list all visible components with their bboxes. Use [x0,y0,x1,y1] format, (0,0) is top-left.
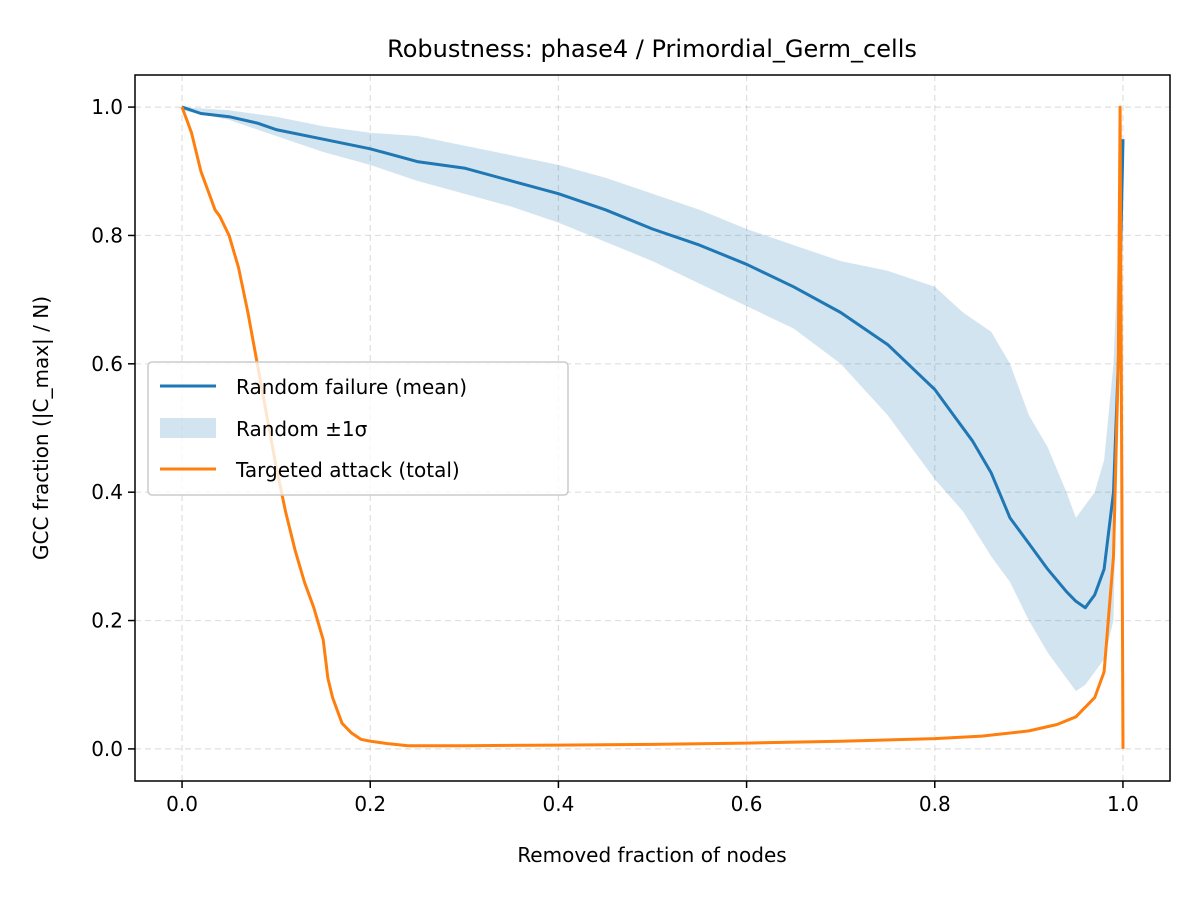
y-tick-label: 0.8 [91,223,123,247]
x-tick-label: 0.2 [354,792,386,816]
y-tick-label: 0.4 [91,480,123,504]
y-tick-label: 0.6 [91,352,123,376]
legend-box [147,361,569,496]
x-tick-label: 0.8 [919,792,951,816]
x-tick-label: 0.6 [731,792,763,816]
y-tick-label: 0.2 [91,609,123,633]
plot-frame [134,74,1171,782]
legend-label-targeted: Targeted attack (total) [235,458,460,482]
x-tick-label: 1.0 [1107,792,1139,816]
y-tick-label: 0.0 [91,737,123,761]
targeted-attack-line [180,105,1125,749]
y-tick-label: 1.0 [91,95,123,119]
legend-label-random-band: Random ±1σ [236,417,368,441]
random-mean-line [181,105,1125,610]
chart-title: Robustness: phase4 / Primordial_Germ_cel… [387,35,917,63]
x-tick-label: 0.0 [166,792,198,816]
x-axis-ticks: 0.0 0.2 0.4 0.6 0.8 1.0 [166,781,1139,816]
y-axis-label: GCC fraction (|C_max| / N) [29,296,53,560]
legend: Random failure (mean) Random ±1σ Targete… [147,361,569,496]
x-axis-label: Removed fraction of nodes [517,843,786,867]
x-tick-label: 0.4 [543,792,575,816]
legend-label-random-mean: Random failure (mean) [236,375,467,399]
random-std-band [182,107,1123,692]
y-axis-ticks: 0.0 0.2 0.4 0.6 0.8 1.0 [91,95,135,761]
legend-swatch-random-band [160,418,216,438]
